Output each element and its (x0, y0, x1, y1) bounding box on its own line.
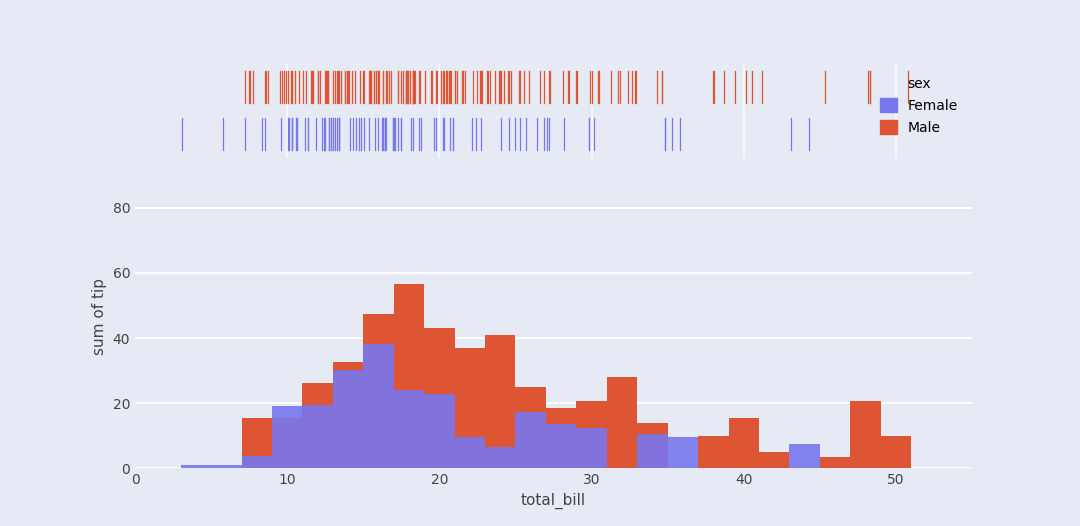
Bar (272, 406, 302, 468)
Bar (333, 362, 363, 468)
Bar (759, 452, 789, 468)
Bar (577, 401, 607, 468)
Bar (820, 457, 850, 468)
Bar (515, 387, 545, 468)
Bar (363, 314, 394, 468)
Bar (333, 370, 363, 468)
Bar (698, 436, 729, 468)
Bar (424, 394, 455, 468)
Bar (577, 428, 607, 468)
Bar (455, 348, 485, 468)
Bar (545, 424, 577, 468)
Bar (789, 444, 820, 468)
Bar (515, 411, 545, 468)
Bar (394, 390, 424, 468)
Bar (242, 418, 272, 468)
Bar (607, 377, 637, 468)
Bar (302, 383, 333, 468)
Bar (180, 465, 211, 468)
Bar (667, 437, 698, 468)
Bar (363, 344, 394, 468)
Bar (880, 436, 912, 468)
Bar (302, 406, 333, 468)
Bar (485, 335, 515, 468)
Bar (394, 285, 424, 468)
Y-axis label: sum of tip: sum of tip (92, 278, 107, 356)
Bar (850, 401, 880, 468)
Legend: Female, Male: Female, Male (873, 70, 966, 141)
Bar (242, 456, 272, 468)
Bar (637, 423, 667, 468)
Bar (211, 465, 242, 468)
X-axis label: total_bill: total_bill (521, 492, 586, 509)
Bar (637, 434, 667, 468)
Bar (545, 408, 577, 468)
Bar (729, 418, 759, 468)
Bar (455, 437, 485, 468)
Bar (424, 328, 455, 468)
Bar (485, 447, 515, 468)
Bar (272, 418, 302, 468)
